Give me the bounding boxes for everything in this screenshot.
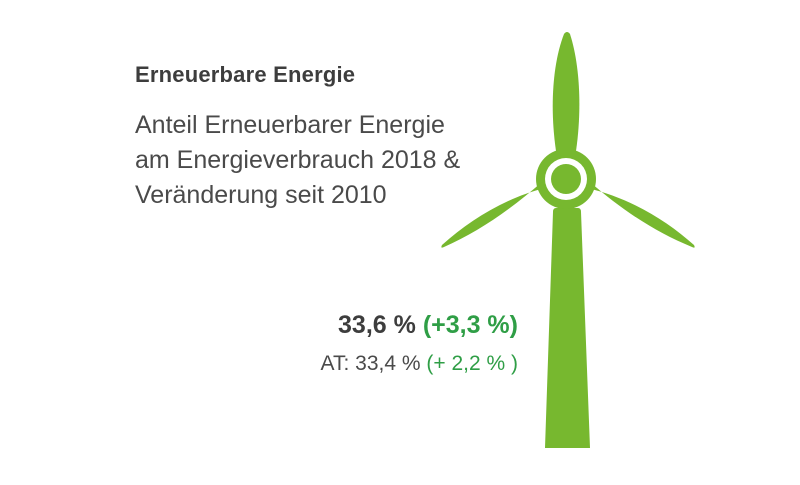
turbine-hub-center: [551, 164, 581, 194]
turbine-tower: [545, 208, 590, 448]
eu-share-value: 33,6 %: [338, 311, 416, 339]
eu-share-metric: 33,6 % (+3,3 %): [338, 311, 518, 340]
subtitle-line-2: am Energieverbrauch 2018 &: [135, 146, 461, 174]
at-share-change: (+ 2,2 % ): [426, 352, 518, 375]
subtitle-line-3: Veränderung seit 2010: [135, 181, 387, 209]
subtitle-line-1: Anteil Erneuerbarer Energie: [135, 111, 445, 139]
turbine-blade-right: [587, 182, 695, 248]
turbine-blade-top: [552, 32, 580, 151]
card-title: Erneuerbare Energie: [135, 62, 356, 87]
at-share-value: AT: 33,4 %: [320, 352, 421, 375]
card-subtitle: Anteil Erneuerbarer Energie am Energieve…: [135, 108, 535, 213]
eu-share-change: (+3,3 %): [422, 311, 518, 339]
at-share-metric: AT: 33,4 % (+ 2,2 % ): [321, 352, 518, 376]
turbine-blade-left: [441, 182, 545, 248]
